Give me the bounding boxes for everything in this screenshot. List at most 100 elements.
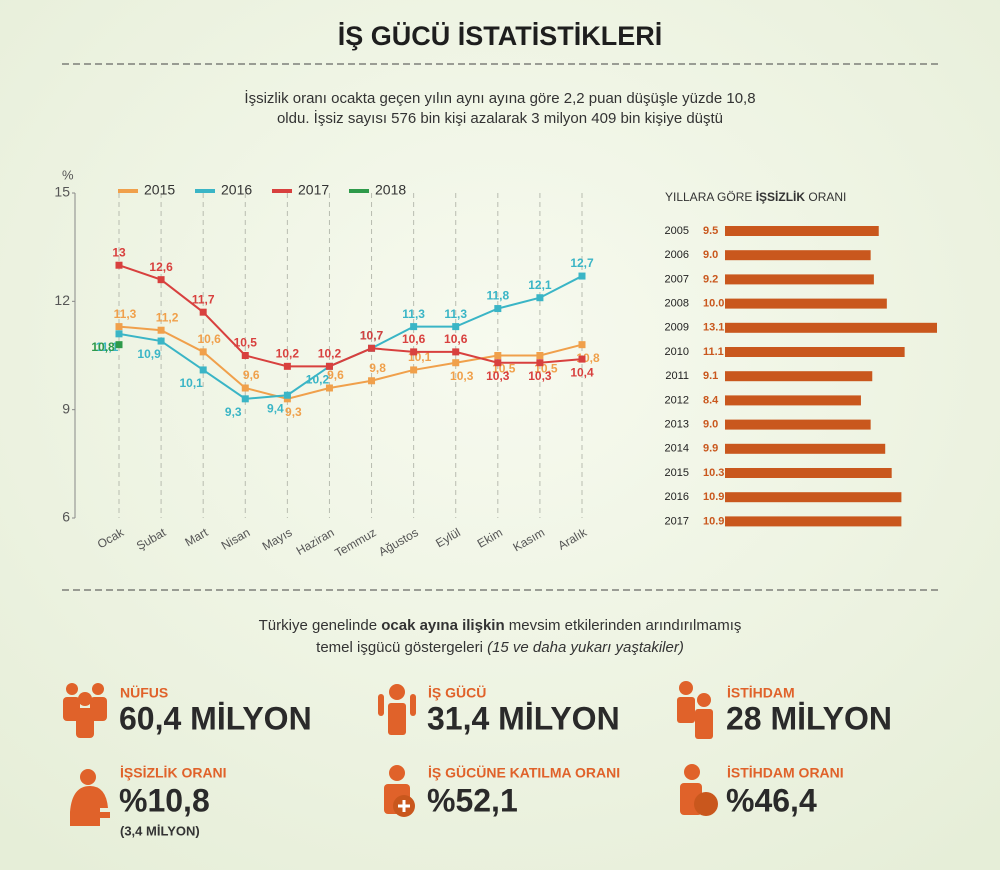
icon-labour (378, 684, 416, 735)
bar (725, 371, 873, 382)
year-label: 2013 (665, 419, 689, 431)
text-run: İŞSİZLİK (756, 189, 806, 204)
marker (115, 330, 123, 338)
legend-label: 2018 (375, 182, 406, 198)
data-label: 10,2 (276, 347, 300, 361)
data-label: 11,8 (486, 289, 509, 303)
data-label: 10,2 (318, 347, 342, 361)
marker (410, 366, 418, 374)
year-label: 2008 (665, 298, 689, 310)
data-label: 11,3 (402, 307, 425, 321)
stat-label: İSTİHDAM (727, 685, 795, 701)
marker (578, 355, 586, 363)
marker (368, 377, 376, 385)
y-tick-label: 12 (54, 292, 70, 308)
data-label: 9.0 (703, 419, 718, 431)
marker (536, 352, 544, 359)
bar (725, 250, 871, 261)
marker (241, 395, 249, 403)
stat-value: %10,8 (119, 782, 210, 818)
page-title: İŞ GÜCÜ İSTATİSTİKLERİ (338, 21, 663, 51)
icon-population (63, 683, 107, 738)
text-line: temel işgücü göstergeleri (15 ve daha yu… (316, 639, 684, 656)
marker (157, 337, 165, 345)
data-label: 9,6 (243, 368, 260, 382)
bar (725, 226, 879, 236)
stat-label: NÜFUS (120, 685, 168, 701)
data-label: 10,6 (402, 332, 426, 346)
text-run: temel işgücü göstergeleri (316, 639, 487, 656)
icon-participation (384, 765, 415, 817)
marker (410, 348, 418, 356)
data-label: 10,2 (306, 373, 330, 387)
subtitle: oldu. İşsiz sayısı 576 bin kişi azalarak… (277, 109, 723, 127)
text-run: mevsim etkilerinden arındırılmamış (505, 617, 742, 634)
data-label: 9,8 (369, 361, 386, 375)
bar (725, 298, 887, 309)
text-run: YILLARA GÖRE (665, 190, 756, 204)
marker (452, 323, 460, 331)
year-label: 2011 (665, 370, 689, 382)
marker (199, 366, 207, 374)
subtitle: İşsizlik oranı ocakta geçen yılın aynı a… (244, 89, 755, 107)
stat-value: 28 MİLYON (726, 700, 892, 736)
data-label: 10,8 (91, 340, 115, 354)
bar-chart-title: YILLARA GÖRE İŞSİZLİK ORANI (665, 189, 846, 204)
stat-value: %46,4 (726, 782, 817, 818)
data-label: 10,6 (198, 332, 222, 346)
data-label: 12,7 (570, 256, 594, 270)
marker (157, 276, 165, 284)
legend-label: 2017 (298, 182, 329, 198)
text-run: ORANI (805, 190, 846, 204)
data-label: 10,3 (450, 369, 474, 383)
marker (578, 272, 586, 280)
marker (578, 341, 586, 349)
data-label: 9,4 (267, 401, 284, 415)
marker (199, 348, 207, 356)
data-label: 11,1 (96, 340, 119, 354)
legend-label: 2016 (221, 182, 252, 198)
year-label: 2017 (665, 515, 689, 527)
y-tick-label: 9 (62, 400, 70, 416)
text-run: (15 ve daha yukarı yaştakiler) (487, 639, 684, 656)
data-label: 10,5 (234, 336, 258, 350)
stat-value: 31,4 MİLYON (427, 700, 620, 736)
y-tick-label: 6 (62, 509, 70, 525)
data-label: 11,3 (444, 307, 467, 321)
y-tick-label: 15 (54, 184, 70, 200)
data-label: 11,2 (156, 310, 179, 324)
marker (283, 362, 291, 370)
marker (452, 348, 460, 356)
data-label: 9.2 (703, 273, 718, 285)
marker (325, 362, 333, 370)
stat-note: (3,4 MİLYON) (120, 823, 200, 838)
bar (725, 322, 937, 333)
line (118, 264, 583, 368)
year-label: 2010 (665, 346, 689, 358)
data-label: 10,4 (570, 365, 594, 379)
data-label: 11,3 (114, 307, 137, 321)
year-label: 2009 (665, 322, 689, 334)
stat-label: İSTİHDAM ORANI (727, 765, 844, 781)
marker (115, 261, 123, 269)
bar (725, 419, 871, 430)
stat-label: İŞ GÜCÜ (428, 685, 486, 701)
line (118, 325, 583, 400)
icon-employment-rate (680, 764, 718, 816)
legend-label: 2015 (144, 182, 175, 198)
data-label: 10,3 (486, 369, 510, 383)
year-label: 2012 (665, 394, 689, 406)
stat-label: İŞ GÜCÜNE KATILMA ORANI (428, 765, 620, 781)
year-label: 2005 (665, 225, 689, 237)
stat-label: İŞSİZLİK ORANI (120, 765, 227, 781)
y-axis-label: % (62, 167, 74, 182)
year-label: 2015 (665, 467, 689, 479)
data-label: 8.4 (703, 394, 719, 406)
data-label: 10,1 (180, 376, 204, 390)
data-label: 10,3 (528, 369, 552, 383)
data-label: 12,1 (528, 278, 552, 292)
marker (199, 308, 207, 316)
marker (115, 341, 123, 349)
